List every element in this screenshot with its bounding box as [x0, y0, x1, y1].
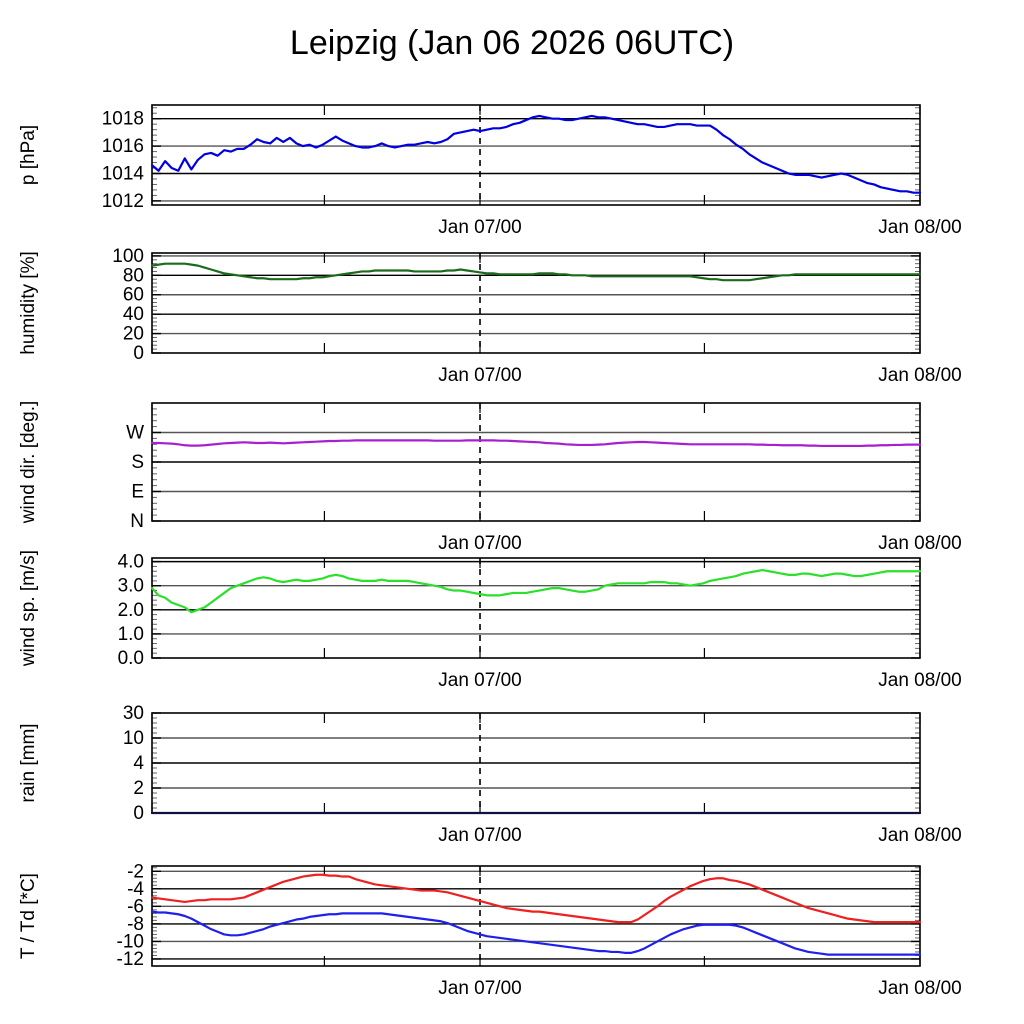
y-tick-label: 60	[123, 285, 144, 306]
x-tick-label: Jan 08/00	[878, 978, 961, 999]
y-tick-label: 3.0	[118, 576, 144, 597]
series-wind-direction	[150, 439, 922, 448]
panel-frame-pressure	[151, 104, 921, 206]
series-wind-speed	[150, 568, 922, 614]
y-tick-label: 0.0	[118, 648, 144, 669]
panel-background-humidity	[152, 253, 920, 353]
y-tick-label: 1018	[102, 109, 144, 130]
panel-temperature: -12-10-8-6-4-2 T / Td [*C] Jan 07/00 Jan 08…	[18, 861, 962, 999]
y-axis-title-wind-direction: wind dir. [deg.]	[18, 401, 39, 525]
y-axis-title-rain: rain [mm]	[18, 723, 39, 802]
series-relative-humidity	[150, 262, 922, 282]
panel-wind-speed: 0.0 1.0 2.0 3.0 4.0 wind sp. [m/s] Jan 07/00 Ja…	[18, 550, 962, 691]
y-tick-label: W	[126, 423, 144, 444]
y-tick-label: S	[131, 452, 144, 473]
x-tick-label: Jan 07/00	[438, 533, 521, 554]
panel-pressure: 1012 1014 1016 1018 p [hPa] Jan 07/00 Jan 08/0…	[18, 104, 962, 238]
panel-frame-humidity	[151, 252, 921, 354]
y-tick-label: 2.0	[118, 600, 144, 621]
panel-rain: 0 2 4 10 30 rain [mm] Jan 07/00 Jan 08/00	[18, 703, 962, 846]
y-tick-label: -8	[127, 914, 144, 935]
y-tick-label: -2	[127, 861, 144, 882]
y-tick-label: 100	[112, 246, 144, 267]
y-tick-label: 0	[133, 343, 144, 364]
panel-frame-temperature	[151, 865, 921, 967]
x-tick-label: Jan 07/00	[438, 978, 521, 999]
panel-background-pressure	[152, 105, 920, 205]
y-axis-title-temperature: T / Td [*C]	[18, 873, 39, 959]
page-title: Leipzig (Jan 06 2026 06UTC)	[289, 24, 735, 62]
y-tick-label: E	[131, 482, 144, 503]
y-tick-label: 2	[133, 778, 144, 799]
x-tick-label: Jan 07/00	[438, 217, 521, 238]
x-tick-label: Jan 07/00	[438, 670, 521, 691]
y-tick-label: 20	[123, 324, 144, 345]
y-tick-label: 0	[133, 803, 144, 824]
y-tick-label: -6	[127, 896, 144, 917]
x-tick-label: Jan 08/00	[878, 670, 961, 691]
y-axis-title-humidity: humidity [%]	[18, 251, 39, 354]
series-temperature	[150, 873, 922, 924]
y-tick-label: -4	[127, 879, 144, 900]
y-tick-label: N	[130, 511, 144, 532]
y-tick-label: 1012	[102, 191, 144, 212]
y-tick-label: 30	[123, 703, 144, 724]
y-tick-label: 1014	[102, 163, 145, 184]
series-pressure	[150, 114, 922, 194]
x-tick-label: Jan 07/00	[438, 365, 521, 386]
y-tick-label: 10	[123, 728, 144, 749]
y-tick-label: -12	[117, 949, 144, 970]
panel-frame-wind-direction	[151, 402, 921, 522]
panel-frame-wind-speed	[151, 557, 921, 659]
y-axis-title-wind-speed: wind sp. [m/s]	[18, 550, 39, 667]
y-tick-label: 1.0	[118, 624, 144, 645]
x-tick-label: Jan 08/00	[878, 825, 961, 846]
x-tick-label: Jan 07/00	[438, 825, 521, 846]
y-tick-label: 4	[133, 753, 144, 774]
x-tick-label: Jan 08/00	[878, 365, 961, 386]
y-tick-label: 80	[123, 265, 144, 286]
y-tick-label: -10	[117, 931, 144, 952]
y-tick-label: 4.0	[118, 552, 144, 573]
y-tick-label: 1016	[102, 136, 144, 157]
x-tick-label: Jan 08/00	[878, 217, 961, 238]
x-tick-label: Jan 08/00	[878, 533, 961, 554]
y-tick-label: 40	[123, 304, 144, 325]
y-axis-title-pressure: p [hPa]	[18, 125, 39, 185]
series-dew-point	[150, 910, 922, 956]
